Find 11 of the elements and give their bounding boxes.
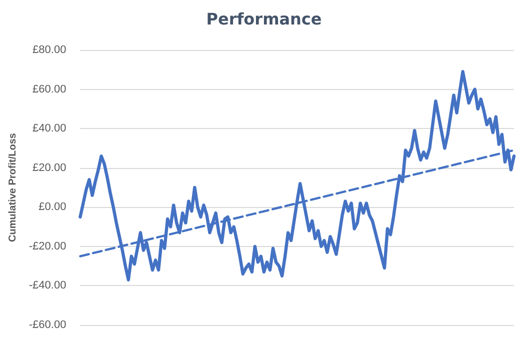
y-tick-label: £80.00 [32, 44, 66, 56]
y-tick-label: £60.00 [32, 83, 66, 96]
y-tick-label: £40.00 [32, 122, 66, 135]
y-tick-label: -£40.00 [28, 280, 66, 292]
y-tick-label: -£20.00 [28, 240, 66, 252]
line-series [78, 70, 516, 282]
chart-title: Performance [206, 10, 322, 28]
y-tick-label: -£60.00 [28, 319, 66, 331]
y-axis-title: Cumulative Profit/Loss [8, 132, 18, 242]
y-tick-label: £20.00 [32, 162, 66, 174]
y-tick-label: £0.00 [38, 201, 66, 214]
